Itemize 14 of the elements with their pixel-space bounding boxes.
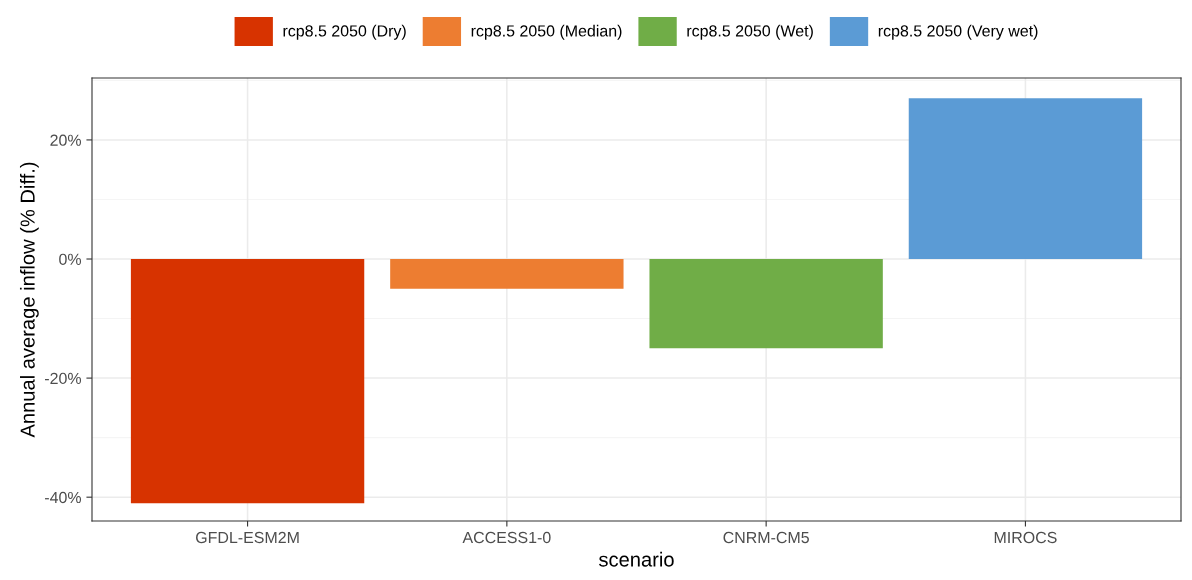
y-tick-label: -40%	[45, 491, 82, 504]
y-tick-label: 0%	[59, 253, 82, 265]
y-tick-label: 20%	[50, 134, 82, 146]
x-tick-label: MIROCS	[994, 531, 1057, 544]
x-axis-title: scenario	[599, 551, 674, 567]
x-tick-label: ACCESS1-0	[462, 531, 551, 544]
y-axis-title: Annual average inflow (% Diff.)	[19, 162, 39, 438]
legend-label: rcp8.5 2050 (Very wet)	[878, 24, 1038, 40]
x-tick-label: GFDL-ESM2M	[196, 531, 299, 544]
y-tick-label: -20%	[45, 372, 82, 385]
legend-label: rcp8.5 2050 (Median)	[471, 24, 622, 40]
legend-label: rcp8.5 2050 (Wet)	[687, 24, 813, 40]
x-tick-label: CNRM-CM5	[723, 531, 809, 544]
legend-label: rcp8.5 2050 (Dry)	[283, 24, 406, 40]
